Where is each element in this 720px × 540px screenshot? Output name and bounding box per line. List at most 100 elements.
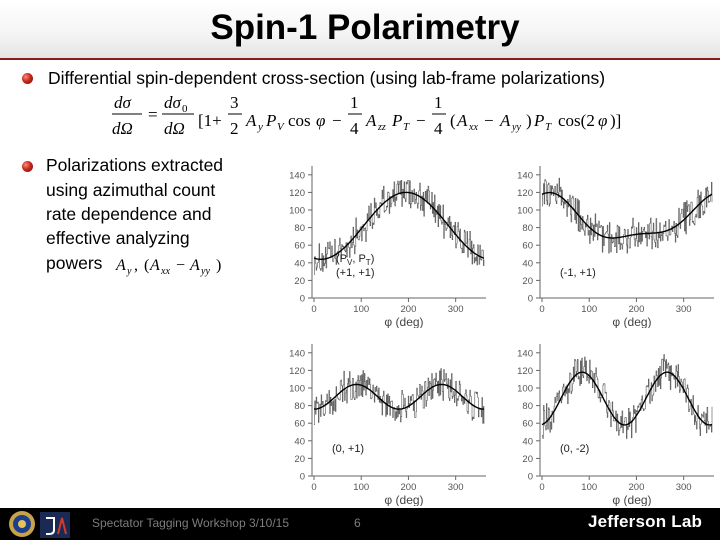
data-histogram <box>542 354 713 439</box>
svg-text:T: T <box>545 121 552 133</box>
y-tick-label: 140 <box>517 348 533 359</box>
polarization-values: (+1, +1) <box>336 267 375 279</box>
svg-text:−: − <box>484 111 494 130</box>
svg-text:A: A <box>115 257 126 274</box>
svg-text:dΩ: dΩ <box>112 119 133 138</box>
svg-text:4: 4 <box>350 119 359 138</box>
x-tick-label: 200 <box>629 304 645 315</box>
y-tick-label: 60 <box>294 419 305 430</box>
fit-curve <box>541 191 713 239</box>
y-tick-label: 80 <box>294 401 305 412</box>
lab-seal-icon <box>9 511 35 537</box>
svg-text:y: y <box>257 121 263 133</box>
svg-text:φ: φ <box>598 111 607 130</box>
svg-text:−: − <box>332 111 342 130</box>
x-tick-label: 0 <box>539 304 544 315</box>
y-tick-label: 20 <box>294 454 305 465</box>
slide-title: Spin-1 Polarimetry <box>210 8 520 47</box>
svg-text:4: 4 <box>434 119 443 138</box>
bullet-text-cross-section: Differential spin-dependent cross-sectio… <box>48 68 606 88</box>
y-tick-label: 0 <box>300 472 305 483</box>
y-tick-label: 100 <box>517 206 533 217</box>
svg-text:P: P <box>391 111 402 130</box>
svg-text:cos: cos <box>288 111 311 130</box>
svg-text:yy: yy <box>200 266 210 277</box>
jsa-logo-icon <box>40 512 70 538</box>
y-tick-label: 0 <box>528 294 533 305</box>
x-tick-label: 100 <box>353 482 369 493</box>
x-tick-label: 200 <box>401 482 417 493</box>
svg-text:(: ( <box>450 111 456 130</box>
bullet-icon <box>22 73 33 84</box>
x-tick-label: 0 <box>539 482 544 493</box>
x-tick-label: 200 <box>401 304 417 315</box>
svg-text:V: V <box>277 121 285 133</box>
svg-text:A: A <box>245 111 257 130</box>
svg-text:[1+: [1+ <box>198 111 222 130</box>
svg-text:dσ: dσ <box>164 93 182 112</box>
svg-text:P: P <box>265 111 276 130</box>
polarization-legend: (PV, PT) <box>336 253 374 267</box>
fit-curve <box>313 191 485 261</box>
svg-text:2: 2 <box>230 119 239 138</box>
svg-text:3: 3 <box>230 93 239 112</box>
data-histogram <box>314 180 485 275</box>
y-tick-label: 60 <box>522 419 533 430</box>
y-tick-label: 20 <box>522 276 533 287</box>
x-tick-label: 300 <box>448 482 464 493</box>
svg-text:A: A <box>149 257 160 274</box>
y-tick-label: 60 <box>294 241 305 252</box>
y-tick-label: 140 <box>517 170 533 181</box>
y-tick-label: 80 <box>522 401 533 412</box>
y-tick-label: 60 <box>522 241 533 252</box>
x-tick-label: 300 <box>448 304 464 315</box>
svg-text:−: − <box>416 111 426 130</box>
jefferson-lab-logo: Jefferson Lab <box>588 512 703 531</box>
y-tick-label: 20 <box>522 454 533 465</box>
svg-text:−: − <box>176 257 185 274</box>
svg-text:A: A <box>189 257 200 274</box>
svg-text:1: 1 <box>350 93 359 112</box>
y-tick-label: 140 <box>289 348 305 359</box>
bullet-text-line-2: using azimuthal count <box>46 180 216 200</box>
bullet-icon <box>22 161 33 172</box>
svg-text:cos(2: cos(2 <box>558 111 595 130</box>
polarization-values: (0, +1) <box>332 443 364 455</box>
legend-sub: T <box>366 258 371 267</box>
bullet-text-line-1: Polarizations extracted <box>46 155 224 175</box>
svg-text:): ) <box>216 257 221 274</box>
footer-workshop: Spectator Tagging Workshop 3/10/15 <box>92 516 290 530</box>
svg-text:,: , <box>134 257 138 274</box>
svg-text:dΩ: dΩ <box>164 119 185 138</box>
y-tick-label: 80 <box>294 223 305 234</box>
svg-text:P: P <box>533 111 544 130</box>
svg-text:A: A <box>499 111 511 130</box>
svg-text:0: 0 <box>182 103 188 115</box>
title-underline <box>0 58 720 60</box>
legend-sub: V <box>347 258 353 267</box>
y-tick-label: 120 <box>517 366 533 377</box>
y-tick-label: 20 <box>294 276 305 287</box>
x-axis-label: φ (deg) <box>384 493 423 506</box>
y-tick-label: 40 <box>522 258 533 269</box>
y-tick-label: 40 <box>294 258 305 269</box>
x-tick-label: 200 <box>629 482 645 493</box>
analyzing-powers-math: A y , ( A xx − A yy ) <box>115 257 221 277</box>
x-tick-label: 0 <box>311 304 316 315</box>
legend-part: , P <box>352 253 365 265</box>
svg-text:xx: xx <box>160 266 170 277</box>
cross-section-equation: dσ dΩ = dσ 0 dΩ [1+ 3 2 A y P V cos φ − … <box>112 93 621 138</box>
y-tick-label: 40 <box>294 436 305 447</box>
title-bar <box>0 0 720 58</box>
bullet-text-line-3: rate dependence and <box>46 204 212 224</box>
y-tick-label: 120 <box>289 188 305 199</box>
svg-text:1: 1 <box>434 93 443 112</box>
x-axis-label: φ (deg) <box>612 315 651 328</box>
svg-text:xx: xx <box>468 122 478 133</box>
x-tick-label: 0 <box>311 482 316 493</box>
svg-text:A: A <box>456 111 468 130</box>
fit-curve <box>314 383 484 410</box>
y-tick-label: 120 <box>517 188 533 199</box>
